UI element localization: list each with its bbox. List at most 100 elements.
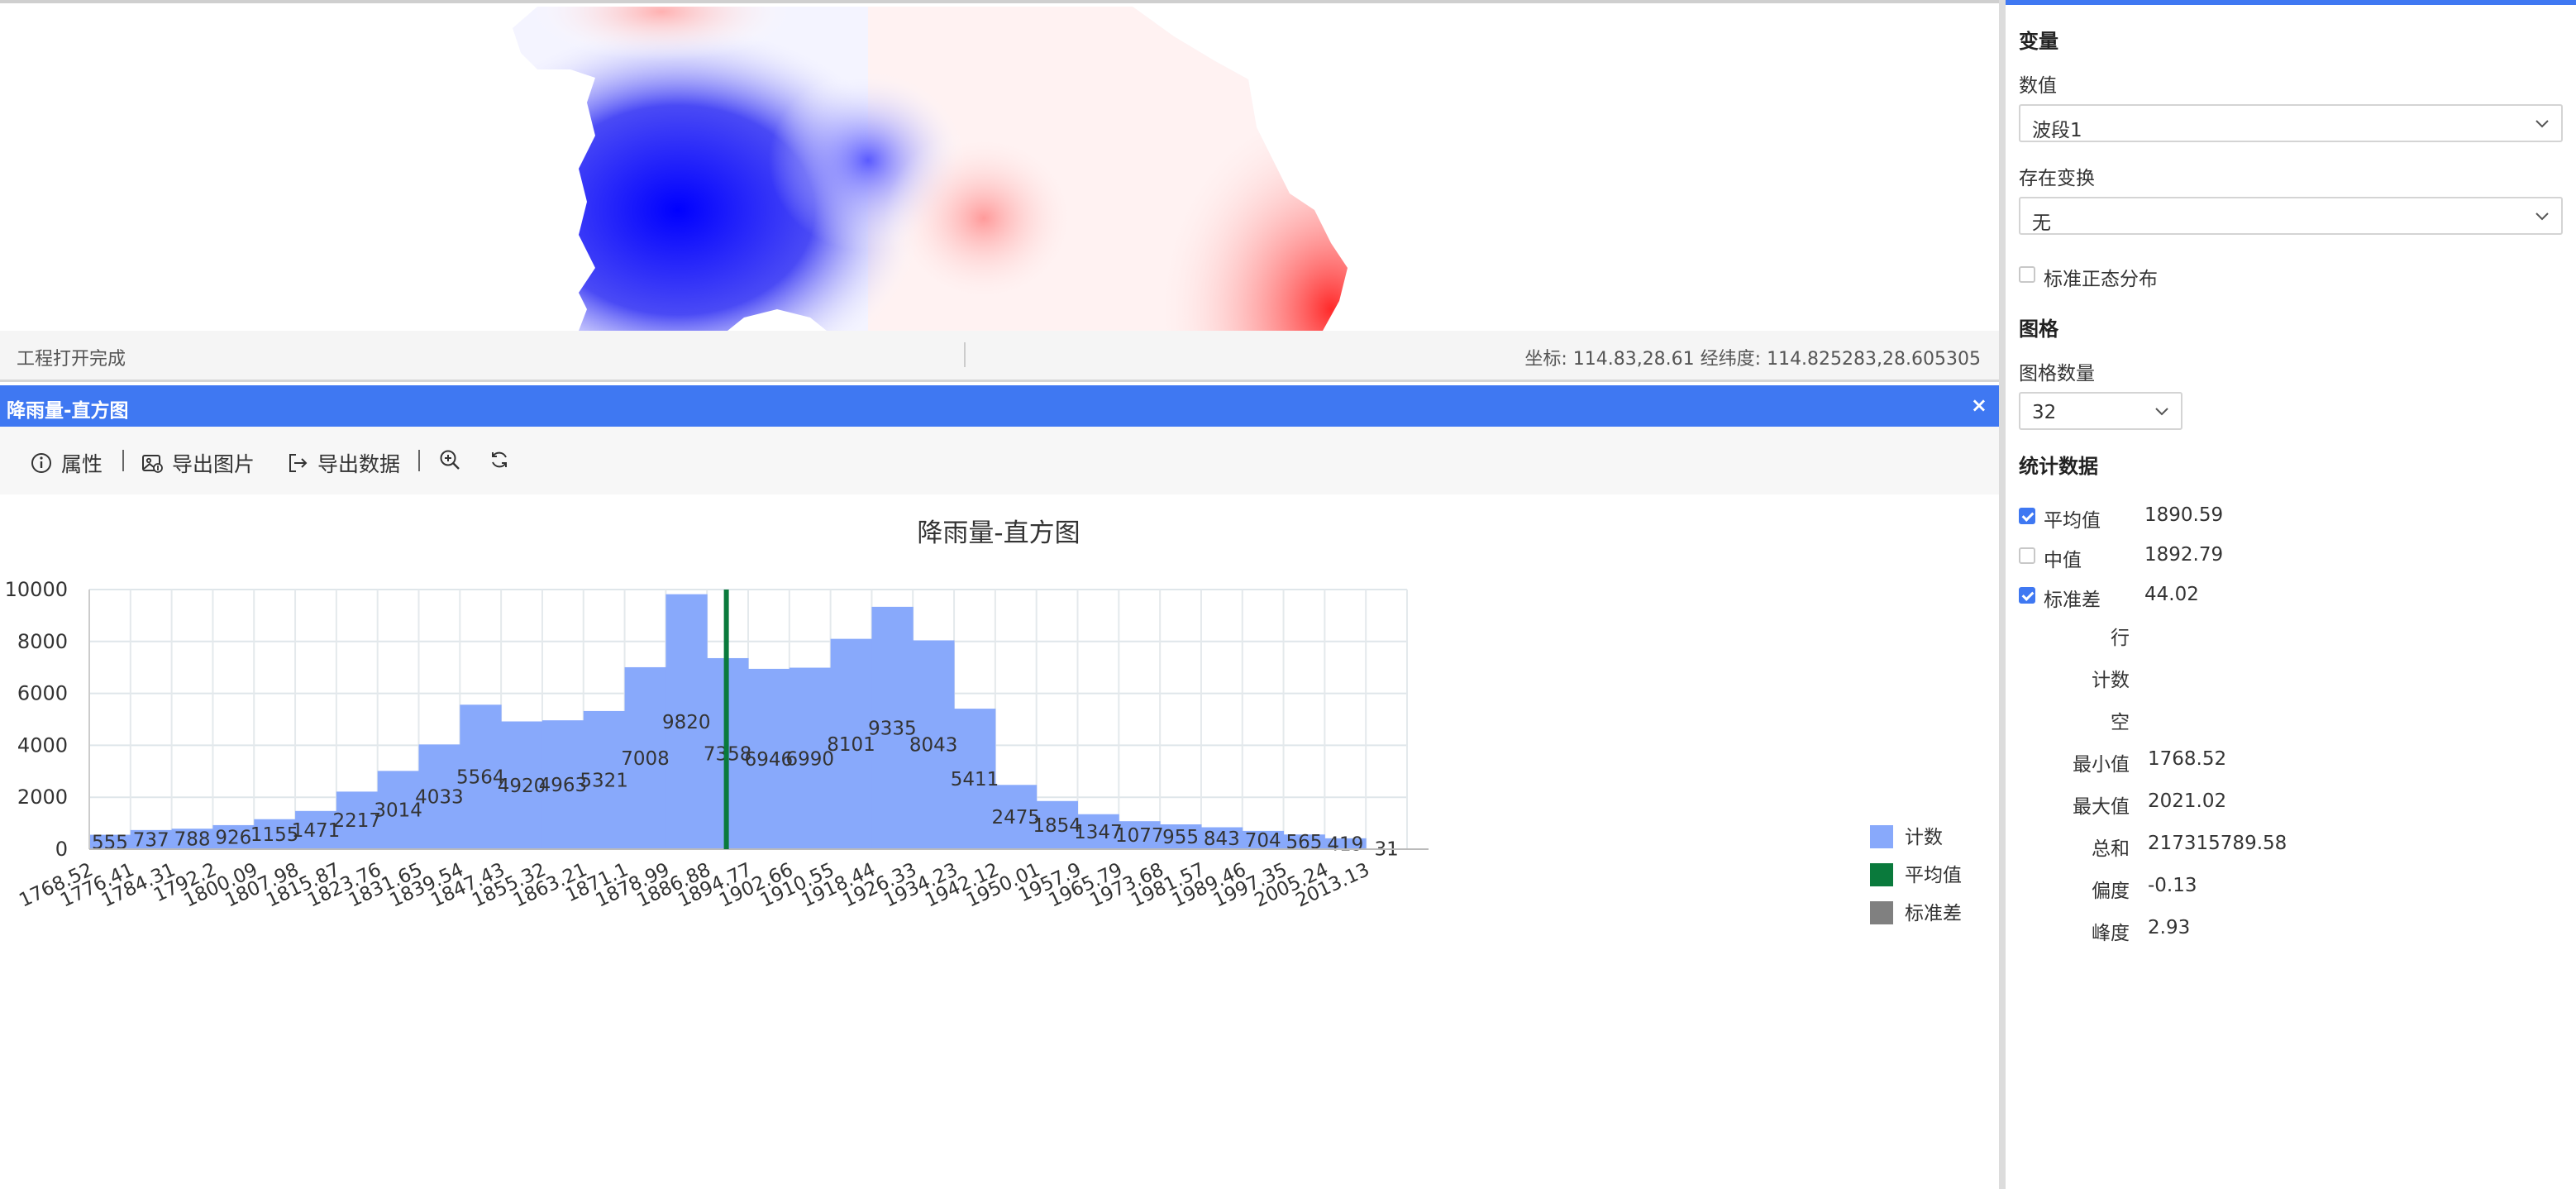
stat-label-null: 空 [2111, 712, 2130, 733]
grid-count-value: 32 [2032, 402, 2057, 423]
y-tick-label: 6000 [17, 682, 68, 705]
histogram-toolbar: 属性 导出图片 导出数据 [0, 427, 1999, 494]
transform-label: 存在变换 [2019, 168, 2095, 189]
histogram-bar [954, 709, 996, 849]
bar-value-label: 8101 [827, 734, 875, 756]
histogram-bar [1036, 800, 1078, 849]
refresh-button[interactable] [488, 448, 511, 471]
export-data-label: 导出数据 [317, 452, 401, 476]
histogram-chart: 降雨量-直方图 555 737 788 92611551471221730144033… [5, 518, 1962, 924]
transform-select-value: 无 [2032, 212, 2051, 234]
median-label: 中值 [2044, 550, 2082, 571]
bar-value-label: 3014 [374, 800, 422, 822]
splitter[interactable] [1999, 0, 2006, 1189]
properties-button[interactable]: 属性 [30, 448, 103, 478]
legend-swatch-mean [1870, 863, 1893, 886]
stat-label-sum: 总和 [2092, 838, 2130, 860]
grid-count-select[interactable]: 32 [2019, 392, 2182, 430]
histogram-bar [1077, 814, 1119, 849]
bar-value-label: 1077 [1115, 825, 1164, 847]
histogram-bar [254, 819, 296, 849]
histogram-bar [89, 834, 131, 849]
map-view[interactable] [0, 0, 1999, 331]
histogram-bar [541, 720, 584, 849]
properties-sidebar: 变量 数值 波段1 存在变换 无 标准正态分布 图格 图格数量 32 统计数据 … [2006, 0, 2576, 1189]
histogram-bar [583, 710, 626, 849]
bar-value-label: 4033 [415, 787, 464, 809]
value-select[interactable]: 波段1 [2019, 104, 2563, 142]
transform-select[interactable]: 无 [2019, 197, 2563, 235]
bar-value-label: 6946 [745, 749, 794, 771]
histogram-bar [830, 638, 872, 849]
histogram-bar [1283, 834, 1325, 849]
bar-value-label: 737 [133, 829, 169, 851]
export-data-button[interactable]: 导出数据 [286, 448, 400, 478]
histogram-bar [130, 829, 173, 849]
mean-value: 1890.59 [2144, 504, 2224, 526]
stat-label-skewness: 偏度 [2092, 881, 2130, 902]
y-tick-label: 0 [55, 838, 68, 861]
normal-dist-label: 标准正态分布 [2044, 269, 2158, 290]
histogram-bar [212, 824, 255, 849]
legend-label-std: 标准差 [1905, 903, 1962, 924]
stat-label-max: 最大值 [2073, 796, 2130, 818]
histogram-bar [418, 744, 460, 849]
mean-checkbox[interactable] [2019, 508, 2035, 524]
histogram-bar [913, 640, 955, 849]
status-divider [964, 342, 966, 367]
histogram-bar [1324, 838, 1367, 849]
bar-value-label: 4963 [539, 775, 588, 796]
normal-dist-checkbox[interactable] [2019, 266, 2035, 283]
median-value: 1892.79 [2144, 544, 2224, 566]
stat-value-min: 1768.52 [2148, 748, 2227, 770]
bar-value-label: 555 [92, 832, 128, 853]
bar-value-label: 5564 [456, 767, 505, 789]
bar-value-label: 1471 [292, 820, 341, 842]
bar-value-label: 1155 [250, 824, 299, 846]
bar-value-label: 1854 [1033, 815, 1081, 837]
histogram-bar [1200, 827, 1243, 849]
bar-value-label: 5411 [951, 769, 999, 790]
toolbar-divider [122, 450, 124, 471]
export-icon [289, 454, 308, 472]
stat-value-sum: 217315789.58 [2148, 833, 2287, 854]
histogram-bar [295, 810, 337, 849]
zoom-in-button[interactable] [438, 448, 461, 471]
bar-value-label: 565 [1286, 832, 1323, 853]
status-bar: 工程打开完成 坐标: 114.83,28.61 经纬度: 114.825283,… [0, 331, 1999, 382]
bar-value-label: 704 [1245, 830, 1281, 852]
x-axis: 1768.521776.411784.311792.21800.091807.9… [16, 848, 1429, 912]
y-tick-label: 2000 [17, 786, 68, 809]
histogram-bar [1160, 824, 1202, 849]
y-tick-label: 4000 [17, 733, 68, 757]
histogram-bar [789, 667, 832, 849]
histogram-bar [1119, 821, 1161, 849]
y-tick-label: 8000 [17, 630, 68, 653]
stat-label-min: 最小值 [2073, 754, 2130, 776]
chart-legend: 计数 平均值 标准差 [1870, 825, 1962, 924]
histogram-panel-titlebar: 降雨量-直方图 × [0, 385, 1999, 427]
histogram-bar [995, 785, 1038, 849]
median-checkbox[interactable] [2019, 547, 2035, 564]
stat-value-kurtosis: 2.93 [2148, 917, 2191, 938]
histogram-bar [1242, 830, 1285, 849]
bar-value-label: 9820 [662, 712, 711, 733]
export-image-button[interactable]: 导出图片 [141, 448, 255, 478]
stats-heading: 统计数据 [2019, 455, 2098, 478]
legend-swatch-std [1870, 901, 1893, 924]
panel-title: 降雨量-直方图 [7, 400, 129, 422]
std-checkbox[interactable] [2019, 587, 2035, 604]
histogram-bar [748, 668, 790, 849]
bar-value-label: 8043 [909, 735, 958, 757]
close-icon[interactable]: × [1970, 394, 1987, 417]
bar-value-label: 9335 [868, 718, 917, 739]
main-area: 工程打开完成 坐标: 114.83,28.61 经纬度: 114.825283,… [0, 0, 1999, 924]
bar-value-label: 2475 [992, 807, 1041, 828]
image-export-icon [142, 455, 163, 473]
chevron-down-icon [2535, 212, 2549, 221]
bars-group [89, 594, 1408, 849]
y-axis: 0 2000 4000 6000 8000 10000 [5, 578, 90, 861]
legend-swatch-count [1870, 825, 1893, 848]
interpolation-map[interactable] [0, 3, 1999, 331]
bar-value-label: 7008 [621, 748, 670, 770]
